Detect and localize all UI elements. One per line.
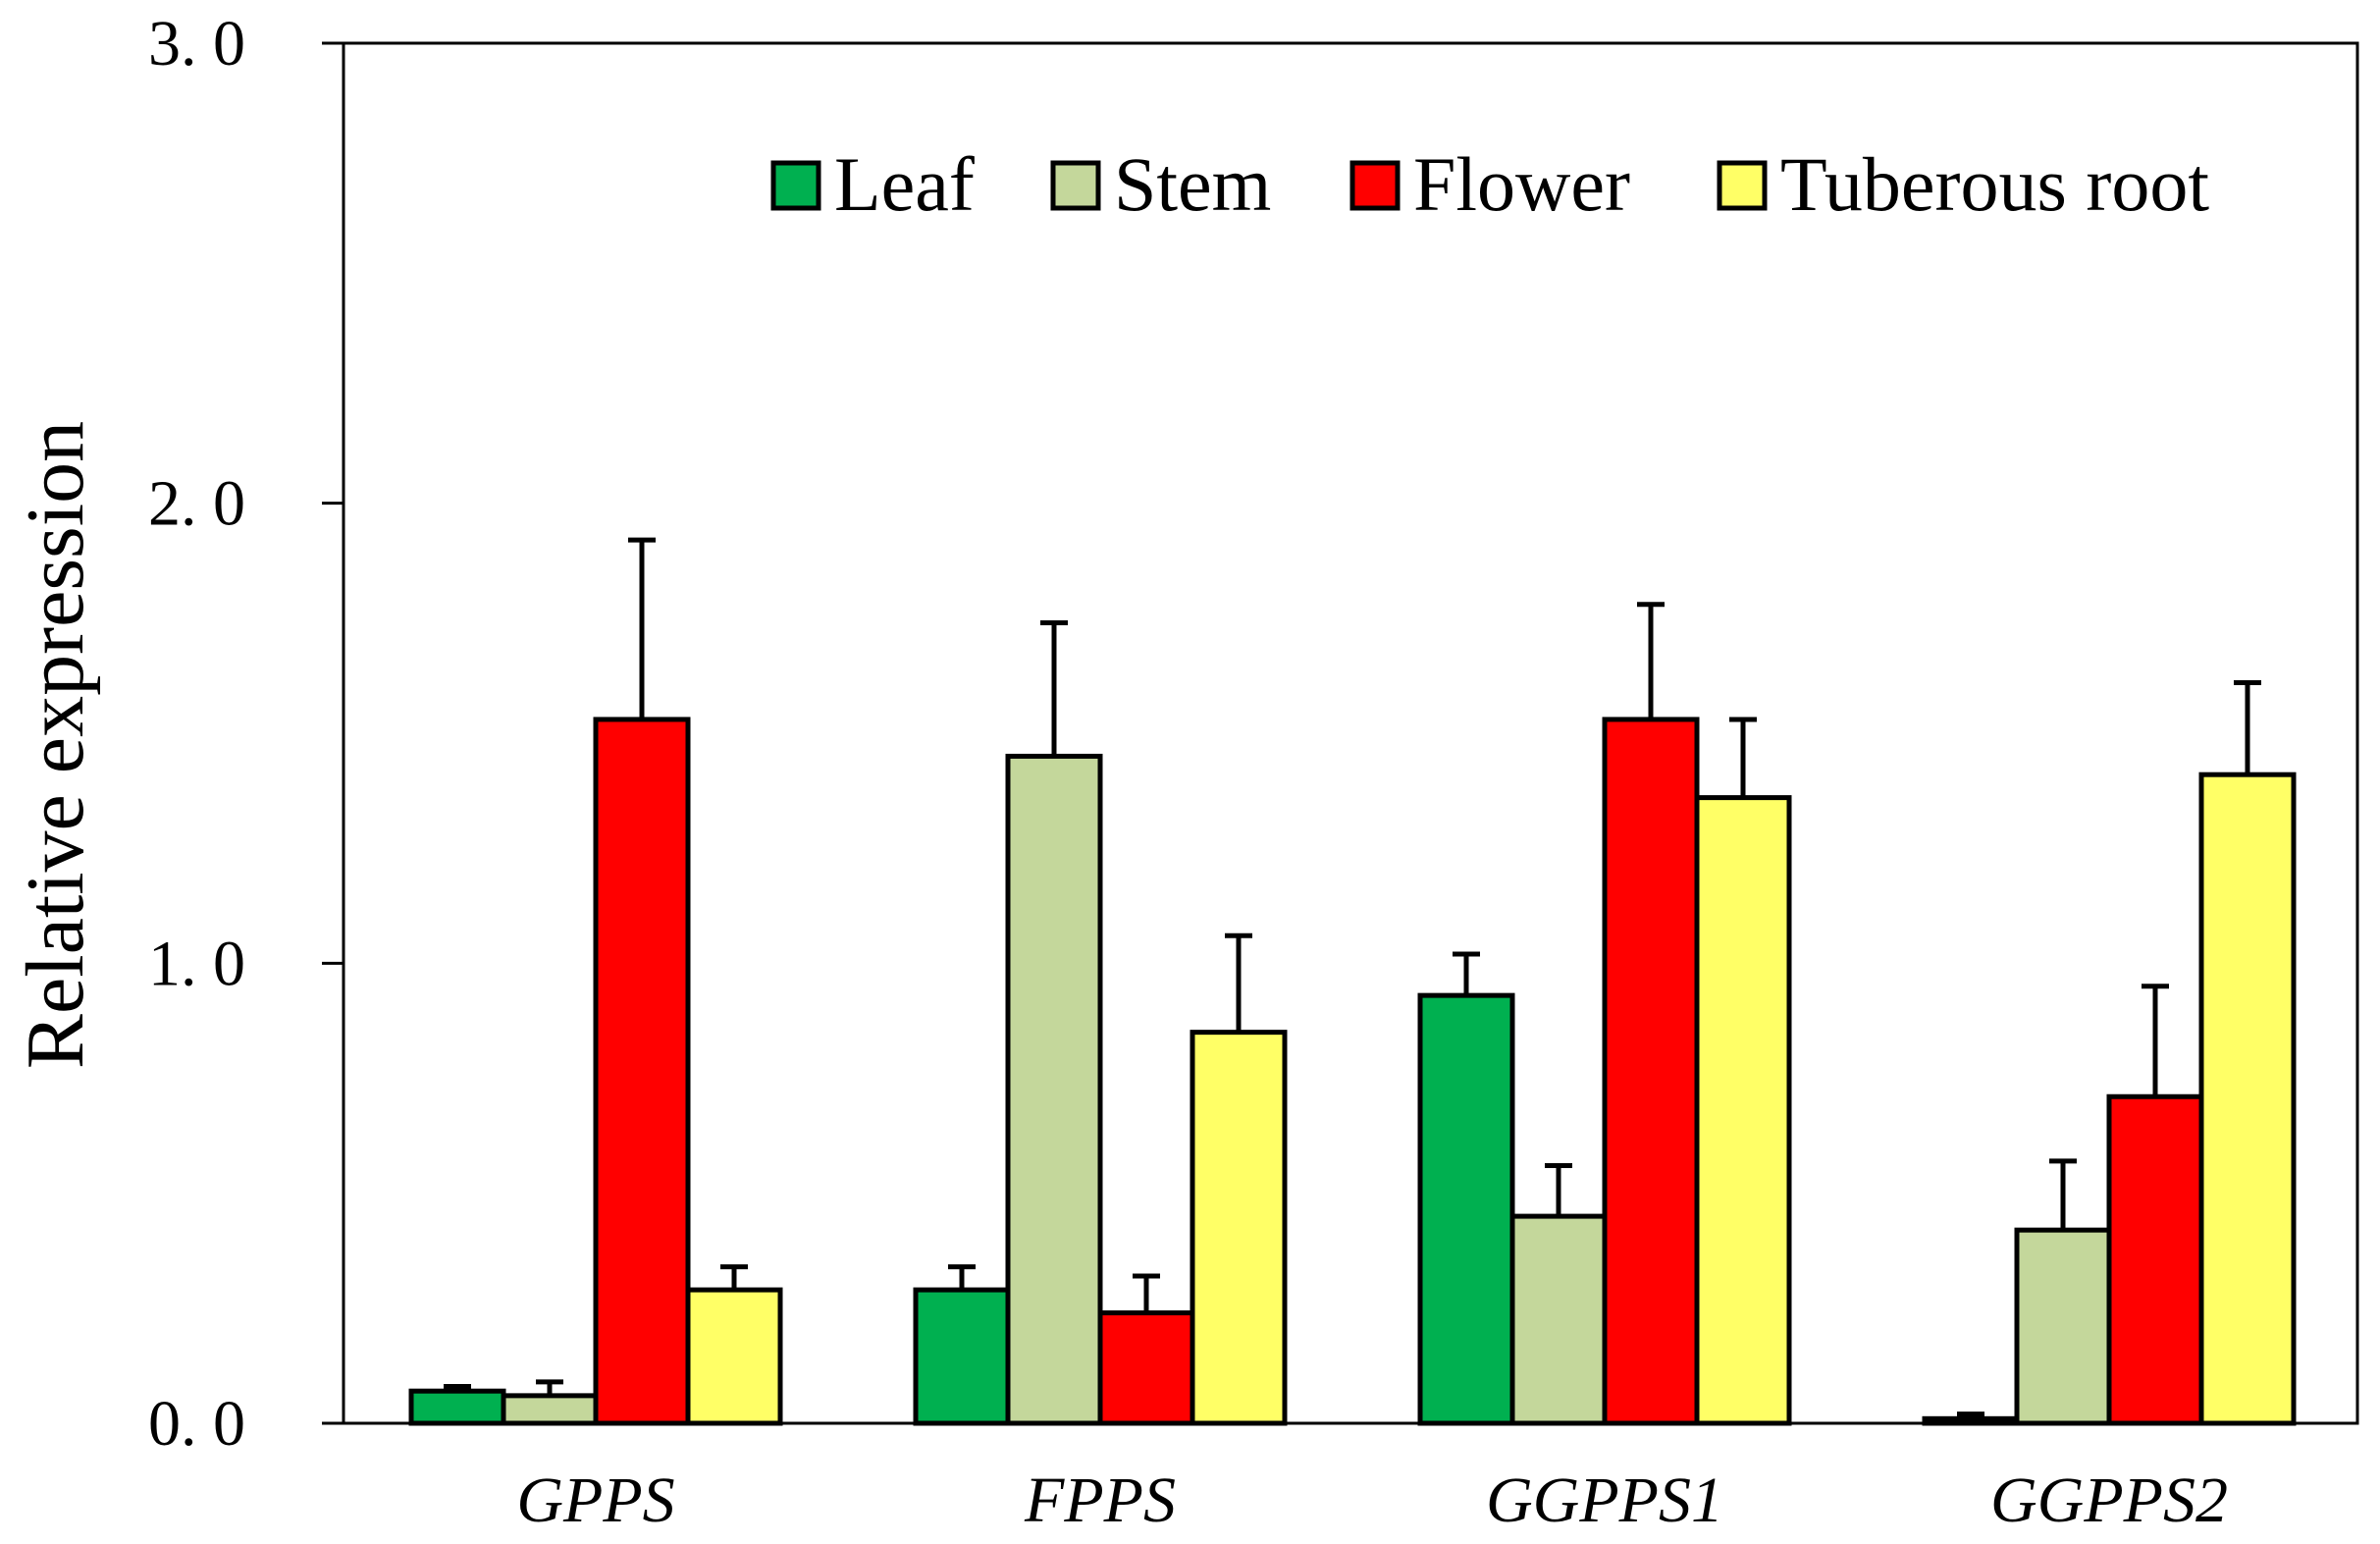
- plot-frame: [342, 41, 2359, 1425]
- y-tick-label: 2. 0: [148, 468, 245, 540]
- legend-swatch: [770, 160, 821, 211]
- bar-ggpps1-flower: [1602, 717, 1700, 1426]
- bar-ggpps2-tuberous-root: [2198, 772, 2297, 1426]
- y-tick-label: 0. 0: [148, 1388, 245, 1460]
- bar-fpps-flower: [1097, 1310, 1195, 1426]
- legend-label: Stem: [1114, 141, 1271, 227]
- bar-gpps-tuberous-root: [685, 1287, 783, 1426]
- x-category-label: FPPS: [1024, 1464, 1176, 1536]
- y-axis: 0. 0 1. 0 2. 0 3. 0: [148, 8, 344, 1460]
- bar-ggpps1-stem: [1509, 1213, 1608, 1426]
- bar-fpps-leaf: [913, 1287, 1011, 1426]
- bar-gpps-flower: [593, 717, 691, 1426]
- bars-layer: [408, 537, 2297, 1426]
- x-category-label: GPPS: [516, 1464, 674, 1536]
- bar-gpps-stem: [501, 1393, 599, 1426]
- legend-swatch: [1717, 160, 1768, 211]
- bar-ggpps2-stem: [2014, 1227, 2112, 1426]
- x-category-label: GGPPS1: [1486, 1464, 1723, 1536]
- bar-ggpps1-leaf: [1417, 992, 1515, 1426]
- y-tick-label: 3. 0: [148, 8, 245, 80]
- legend-label: Flower: [1413, 141, 1630, 227]
- bar-gpps-leaf: [408, 1388, 506, 1426]
- legend-swatch: [1050, 160, 1101, 211]
- legend-label: Leaf: [834, 141, 975, 227]
- legend-swatch: [1349, 160, 1401, 211]
- bar-ggpps1-tuberous-root: [1694, 795, 1792, 1426]
- y-axis-title: Relative expression: [10, 421, 101, 1069]
- y-tick-label: 1. 0: [148, 928, 245, 999]
- legend-label: Tuberous root: [1780, 141, 2209, 227]
- bar-fpps-stem: [1005, 753, 1103, 1426]
- x-axis: GPPS FPPS GGPPS1 GGPPS2: [516, 1464, 2228, 1536]
- bar-ggpps2-flower: [2106, 1093, 2204, 1426]
- legend: Leaf Stem Flower Tuberous root: [770, 141, 2209, 227]
- bar-fpps-tuberous-root: [1190, 1030, 1288, 1426]
- x-category-label: GGPPS2: [1990, 1464, 2228, 1536]
